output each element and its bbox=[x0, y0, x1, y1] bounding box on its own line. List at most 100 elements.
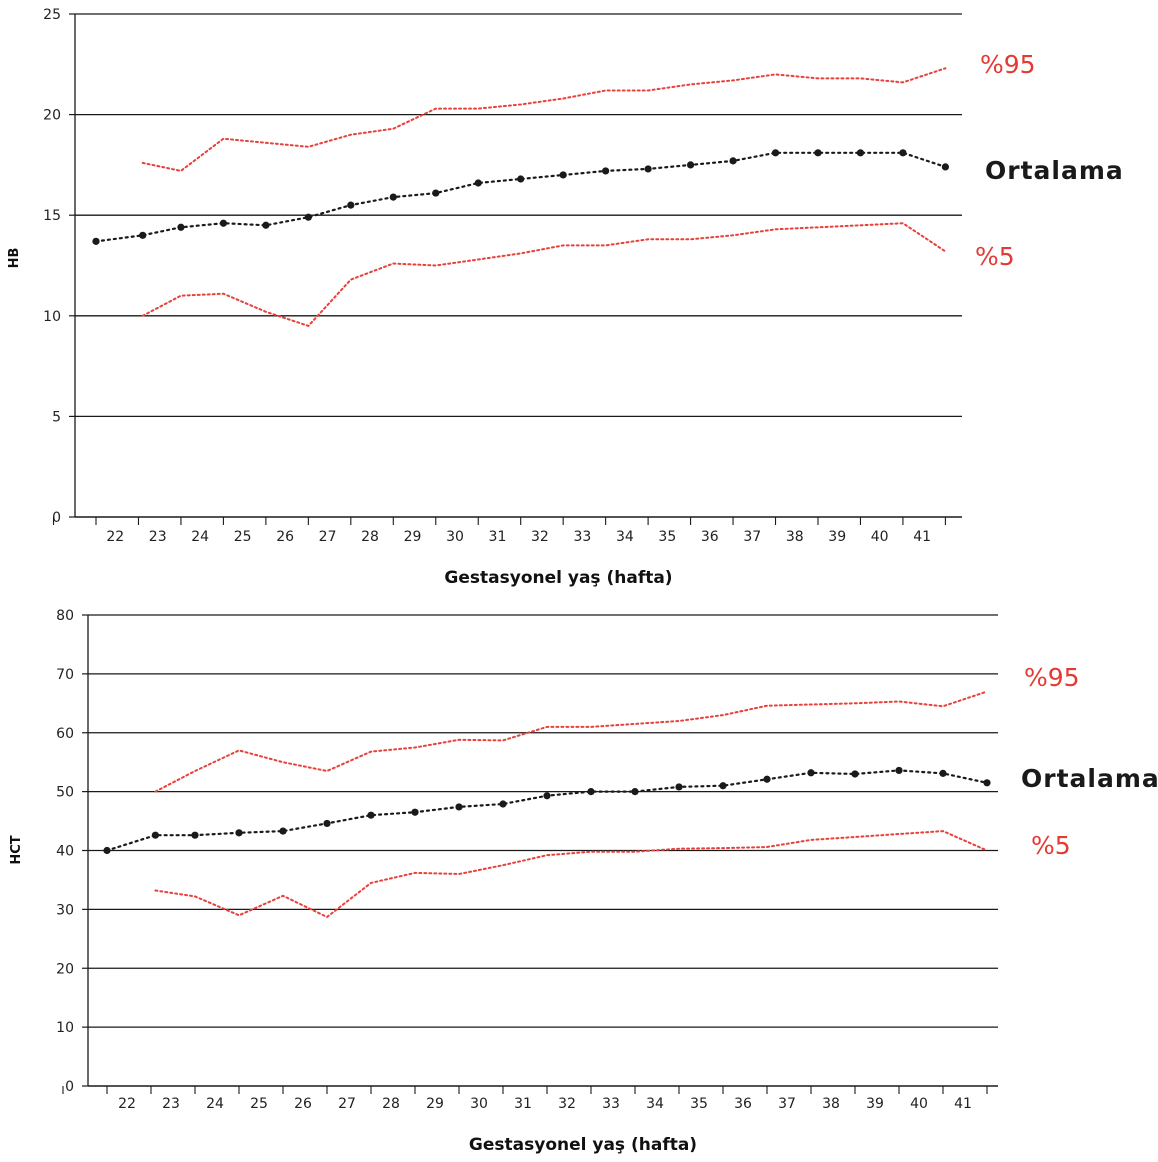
data-point bbox=[644, 165, 652, 173]
y-tick-label: 60 bbox=[56, 726, 74, 742]
y-tick-label: 80 bbox=[56, 608, 74, 624]
x-tick-label: 38 bbox=[786, 529, 804, 545]
data-point bbox=[602, 167, 610, 175]
x-tick-label: 35 bbox=[690, 1096, 708, 1112]
label-ortalama: Ortalama bbox=[1021, 764, 1158, 793]
data-point bbox=[347, 201, 355, 209]
x-axis-title: Gestasyonel yaş (hafta) bbox=[444, 568, 672, 588]
data-point bbox=[411, 808, 419, 816]
x-tick-label: 31 bbox=[489, 529, 507, 545]
x-tick-label: 30 bbox=[446, 529, 464, 545]
x-tick-label: 32 bbox=[558, 1096, 576, 1112]
label-ortalama: Ortalama bbox=[985, 156, 1124, 185]
data-point bbox=[941, 163, 950, 171]
data-point bbox=[814, 149, 822, 157]
y-tick-label: 0 bbox=[65, 1079, 74, 1095]
data-point bbox=[151, 831, 159, 839]
data-point bbox=[517, 175, 525, 183]
label-p5: %5 bbox=[1031, 831, 1071, 860]
x-axis-title: Gestasyonel yaş (hafta) bbox=[469, 1135, 697, 1155]
x-tick-label: 31 bbox=[514, 1096, 532, 1112]
x-tick-label: 30 bbox=[470, 1096, 488, 1112]
series-line-p95 bbox=[154, 690, 988, 793]
y-tick-label: 30 bbox=[56, 902, 74, 918]
data-point bbox=[675, 783, 683, 791]
x-tick-label: 40 bbox=[910, 1096, 928, 1112]
series-line-ortalama bbox=[105, 769, 989, 852]
data-point bbox=[771, 149, 780, 157]
chart-panel-2: 0 10 20 30 40 50 60 70 80 22 23 24 25 26 27 28 29 30 31 32 3… bbox=[9, 608, 1158, 1155]
data-point bbox=[323, 819, 331, 828]
x-tick-label: 41 bbox=[954, 1096, 972, 1112]
x-tick-label: 37 bbox=[743, 529, 761, 545]
x-tick-label: 26 bbox=[276, 529, 294, 545]
x-tick-label: 40 bbox=[871, 529, 889, 545]
y-tick-label: 25 bbox=[43, 7, 61, 23]
data-point bbox=[719, 782, 727, 790]
y-tick-label: 20 bbox=[56, 961, 74, 977]
data-point bbox=[177, 223, 185, 231]
data-point bbox=[103, 846, 111, 855]
label-p5: %5 bbox=[975, 242, 1015, 271]
series-line-p95 bbox=[141, 67, 947, 172]
data-point bbox=[455, 803, 463, 811]
x-tick-label: 33 bbox=[602, 1096, 620, 1112]
series-line-p5 bbox=[141, 222, 947, 328]
x-tick-label: 29 bbox=[404, 529, 422, 545]
data-point bbox=[983, 779, 991, 787]
data-point bbox=[895, 766, 903, 775]
y-tick-label: 0 bbox=[52, 510, 61, 526]
x-tick-label: 36 bbox=[701, 529, 719, 545]
data-point bbox=[763, 775, 771, 783]
x-tick-label: 34 bbox=[616, 529, 634, 545]
x-tick-label: 27 bbox=[338, 1096, 356, 1112]
data-point bbox=[686, 161, 695, 169]
series-line-p5 bbox=[154, 830, 988, 919]
data-point bbox=[587, 788, 595, 796]
x-tick-label: 27 bbox=[319, 529, 337, 545]
x-tick-label: 22 bbox=[118, 1096, 136, 1112]
data-point bbox=[499, 800, 507, 808]
y-tick-label: 20 bbox=[43, 108, 61, 124]
data-point bbox=[432, 189, 440, 197]
data-point bbox=[856, 149, 865, 157]
x-tick-label: 32 bbox=[531, 529, 549, 545]
x-tick-label: 22 bbox=[106, 529, 124, 545]
data-point bbox=[543, 792, 551, 800]
x-tick-label: 24 bbox=[206, 1096, 224, 1112]
data-point bbox=[191, 831, 199, 839]
y-axis-title: HB bbox=[7, 248, 22, 269]
data-point bbox=[219, 219, 228, 227]
x-tick-label: 26 bbox=[294, 1096, 312, 1112]
x-tick-label: 25 bbox=[234, 529, 252, 545]
data-point bbox=[939, 769, 947, 777]
x-tick-label: 28 bbox=[382, 1096, 400, 1112]
y-tick-label: 5 bbox=[52, 409, 61, 425]
x-tick-label: 33 bbox=[573, 529, 591, 545]
x-tick-label: 29 bbox=[426, 1096, 444, 1112]
data-point bbox=[235, 829, 243, 837]
chart-panel-1: 0 5 10 15 20 25 22 23 24 25 26 27 28 29 30 31 32 33 34 35 36… bbox=[7, 7, 1124, 588]
data-point bbox=[631, 788, 639, 796]
x-tick-label: 34 bbox=[646, 1096, 664, 1112]
x-tick-label: 38 bbox=[822, 1096, 840, 1112]
data-point bbox=[899, 149, 907, 157]
label-p95: %95 bbox=[980, 50, 1036, 79]
x-tick-label: 25 bbox=[250, 1096, 268, 1112]
data-point bbox=[139, 231, 147, 239]
x-tick-label: 37 bbox=[778, 1096, 796, 1112]
y-tick-label: 10 bbox=[43, 309, 61, 325]
data-point bbox=[559, 171, 567, 179]
data-point bbox=[389, 193, 397, 201]
data-point bbox=[807, 769, 815, 777]
y-tick-label: 40 bbox=[56, 844, 74, 860]
y-axis-title: HCT bbox=[9, 835, 24, 864]
data-point bbox=[304, 213, 312, 221]
data-point bbox=[474, 179, 482, 187]
x-tick-label: 23 bbox=[149, 529, 167, 545]
data-point bbox=[262, 221, 270, 229]
y-tick-label: 10 bbox=[56, 1020, 74, 1036]
x-tick-label: 41 bbox=[913, 529, 931, 545]
data-point bbox=[851, 770, 859, 778]
